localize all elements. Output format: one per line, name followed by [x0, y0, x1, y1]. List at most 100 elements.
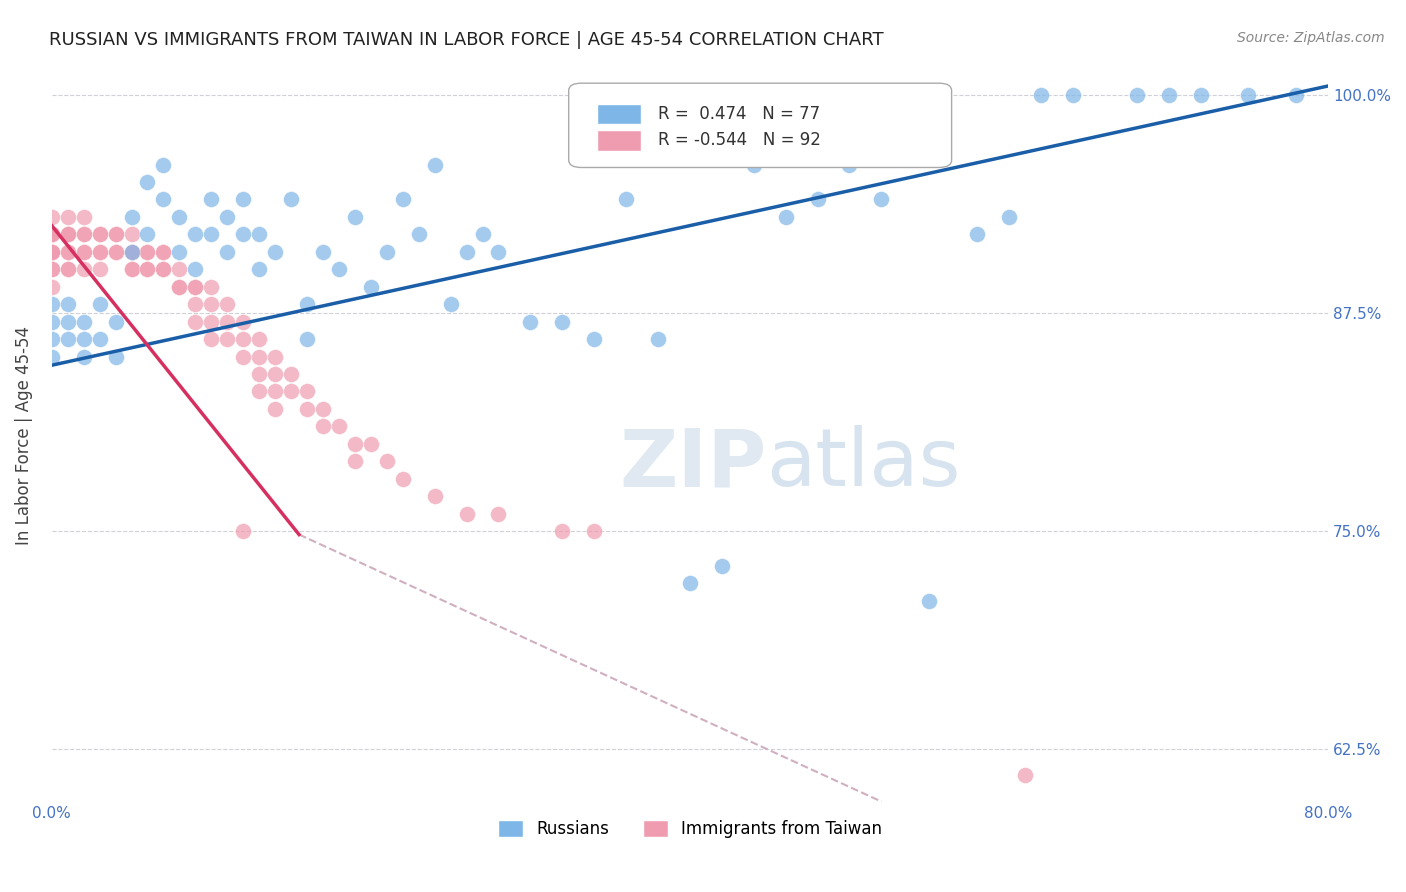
Point	[169, 210, 191, 224]
Point	[583, 332, 606, 346]
Point	[247, 350, 270, 364]
Point	[217, 244, 239, 259]
Text: R = -0.544   N = 92: R = -0.544 N = 92	[658, 131, 821, 149]
Point	[200, 332, 222, 346]
Point	[998, 210, 1021, 224]
Point	[89, 244, 111, 259]
Point	[56, 315, 79, 329]
Point	[838, 157, 860, 171]
Point	[200, 297, 222, 311]
Point	[232, 227, 254, 242]
Point	[73, 210, 96, 224]
Point	[41, 244, 63, 259]
Y-axis label: In Labor Force | Age 45-54: In Labor Force | Age 45-54	[15, 326, 32, 544]
Point	[41, 350, 63, 364]
Point	[488, 244, 510, 259]
Point	[264, 367, 287, 381]
Point	[73, 227, 96, 242]
Point	[1285, 87, 1308, 102]
Point	[73, 332, 96, 346]
Point	[56, 227, 79, 242]
Point	[806, 193, 828, 207]
Point	[264, 350, 287, 364]
Point	[56, 332, 79, 346]
Point	[312, 401, 335, 416]
Point	[280, 193, 302, 207]
Point	[184, 279, 207, 293]
Text: R =  0.474   N = 77: R = 0.474 N = 77	[658, 105, 820, 123]
Point	[41, 227, 63, 242]
Point	[1014, 768, 1036, 782]
Point	[679, 576, 702, 591]
Point	[471, 227, 494, 242]
Point	[295, 297, 318, 311]
Point	[41, 262, 63, 277]
Point	[583, 524, 606, 538]
Point	[41, 244, 63, 259]
Point	[56, 297, 79, 311]
Point	[375, 454, 398, 468]
Point	[121, 262, 143, 277]
Point	[343, 437, 366, 451]
Point	[136, 175, 159, 189]
Point	[184, 227, 207, 242]
Point	[551, 315, 574, 329]
Point	[456, 507, 478, 521]
Point	[73, 350, 96, 364]
Point	[152, 262, 174, 277]
Point	[614, 193, 637, 207]
Point	[56, 210, 79, 224]
Point	[1029, 87, 1052, 102]
Point	[121, 244, 143, 259]
Point	[41, 227, 63, 242]
Point	[104, 227, 127, 242]
Point	[200, 279, 222, 293]
Text: atlas: atlas	[766, 425, 960, 503]
Point	[104, 244, 127, 259]
Point	[423, 157, 446, 171]
Point	[89, 227, 111, 242]
Point	[104, 350, 127, 364]
Point	[647, 332, 669, 346]
Point	[41, 315, 63, 329]
Point	[391, 193, 413, 207]
Point	[89, 244, 111, 259]
Point	[217, 332, 239, 346]
Point	[328, 419, 350, 434]
Point	[391, 472, 413, 486]
Point	[121, 262, 143, 277]
Point	[136, 244, 159, 259]
Point	[232, 332, 254, 346]
Point	[1189, 87, 1212, 102]
Bar	[596, 130, 641, 151]
Point	[295, 384, 318, 399]
Point	[89, 297, 111, 311]
Point	[184, 262, 207, 277]
Point	[184, 315, 207, 329]
Point	[247, 262, 270, 277]
Point	[152, 244, 174, 259]
Point	[1348, 594, 1371, 608]
Point	[104, 315, 127, 329]
Point	[1157, 87, 1180, 102]
Point	[295, 401, 318, 416]
Point	[247, 332, 270, 346]
Point	[136, 227, 159, 242]
Point	[343, 210, 366, 224]
Point	[73, 227, 96, 242]
Point	[343, 454, 366, 468]
Point	[136, 262, 159, 277]
Point	[121, 244, 143, 259]
Point	[200, 315, 222, 329]
Point	[295, 332, 318, 346]
Point	[136, 262, 159, 277]
Point	[200, 227, 222, 242]
Point	[169, 279, 191, 293]
FancyBboxPatch shape	[568, 83, 952, 168]
Point	[870, 193, 893, 207]
Text: ZIP: ZIP	[619, 425, 766, 503]
Point	[41, 244, 63, 259]
Point	[742, 157, 765, 171]
Point	[121, 227, 143, 242]
Point	[264, 244, 287, 259]
